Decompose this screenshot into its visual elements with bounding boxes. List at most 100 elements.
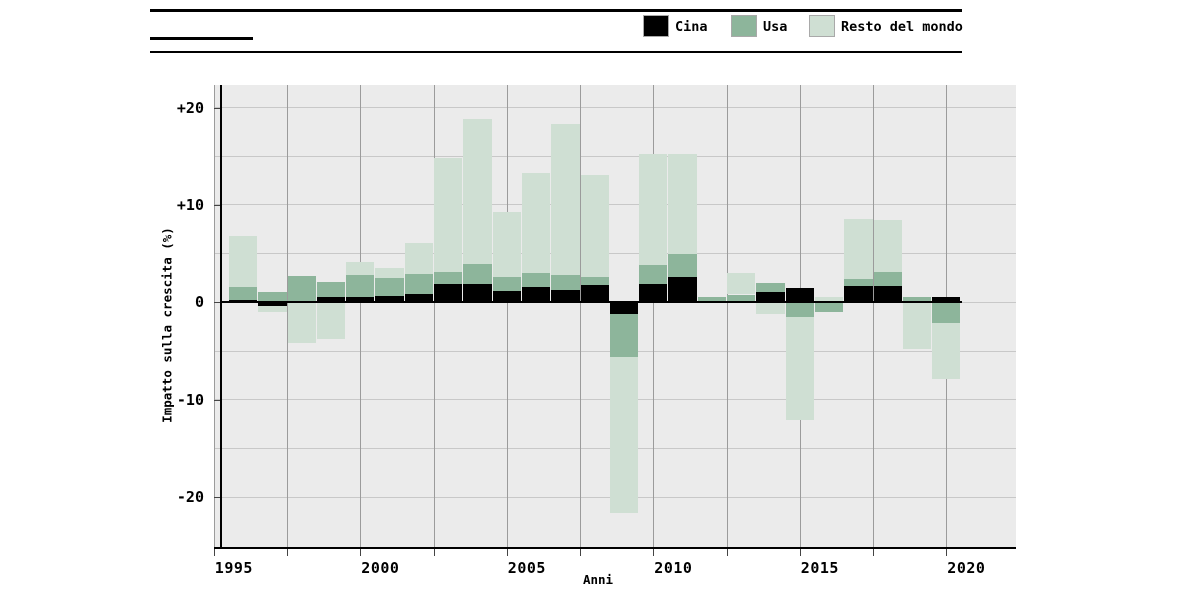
bar-segment-resto-del-mondo: [932, 322, 961, 380]
legend-label-usa: Usa: [763, 19, 788, 35]
zero-baseline: [221, 301, 962, 304]
bar-segment-resto-del-mondo: [668, 153, 697, 255]
bar-segment-cina: [873, 285, 902, 303]
legend-swatch-resto-del-mondo: [809, 15, 835, 37]
bar-segment-usa: [521, 273, 551, 287]
x-tick: [726, 549, 728, 556]
bar-segment-resto-del-mondo: [258, 306, 287, 312]
x-tick: [506, 549, 508, 556]
bar-segment-usa: [932, 302, 961, 323]
bar-segment-usa: [492, 276, 521, 291]
bar-segment-cina: [932, 296, 961, 303]
x-tick-label: 2000: [361, 559, 400, 577]
bar-segment-resto-del-mondo: [375, 268, 404, 279]
bar-segment-resto-del-mondo: [785, 316, 814, 421]
bar-segment-resto-del-mondo: [228, 236, 258, 287]
bar-segment-usa: [463, 264, 492, 284]
legend: Cina Usa Resto del mondo: [0, 0, 1200, 60]
bar-segment-resto-del-mondo: [580, 175, 609, 277]
bar-segment-cina: [551, 289, 580, 303]
bar-segment-usa: [814, 302, 844, 313]
bar-segment-resto-del-mondo: [404, 242, 434, 275]
plot-area: 1995 2000 2005 2010 2015 2020 +20 +10 0 -10 -20: [177, 85, 1016, 577]
bar-segment-resto-del-mondo: [639, 153, 668, 265]
bar-segment-cina: [346, 296, 375, 303]
y-tick-label: 0: [194, 293, 204, 312]
bar-segment-cina: [844, 285, 873, 303]
bar-segment-usa: [727, 294, 756, 301]
x-tick: [214, 549, 215, 556]
gridline-vertical: [433, 85, 435, 548]
bar-segment-cina: [521, 286, 551, 303]
bar-segment-usa: [316, 281, 346, 298]
bar-segment-resto-del-mondo: [902, 302, 932, 350]
bar-segment-resto-del-mondo: [316, 302, 346, 340]
bar-segment-usa: [639, 264, 668, 284]
bar-segment-resto-del-mondo: [492, 211, 521, 277]
bar-segment-cina: [756, 292, 785, 303]
bar-segment-cina: [434, 283, 463, 303]
bar-segment-resto-del-mondo: [287, 302, 316, 344]
x-tick-label: 2020: [947, 559, 986, 577]
bar-segment-cina: [375, 295, 404, 303]
gridline-horizontal: [214, 204, 1016, 206]
bar-segment-cina: [258, 302, 287, 307]
legend-swatch-usa: [731, 15, 757, 37]
y-tick-label: -20: [176, 488, 204, 507]
legend-label-resto-del-mondo: Resto del mondo: [841, 19, 963, 35]
x-tick: [946, 549, 948, 556]
bar-segment-resto-del-mondo: [727, 272, 756, 295]
bar-segment-resto-del-mondo: [521, 172, 551, 274]
gridline-horizontal: [214, 253, 1016, 255]
gridline-vertical: [726, 85, 728, 548]
y-axis-title: Impatto sulla crescita (%): [159, 227, 175, 423]
legend-label-cina: Cina: [675, 19, 708, 35]
x-tick-label: 2005: [507, 559, 546, 577]
bar-segment-cina: [609, 302, 639, 314]
x-tick-label: 2015: [800, 559, 839, 577]
x-axis-title: Anni: [582, 572, 614, 587]
bar-segment-resto-del-mondo: [434, 158, 463, 273]
gridline-vertical: [653, 85, 655, 548]
bar-segment-usa: [785, 302, 814, 317]
legend-bottom-rule: [150, 51, 962, 53]
bar-segment-cina: [492, 290, 521, 303]
gridline-vertical: [360, 85, 362, 548]
bar-segment-usa: [258, 291, 287, 303]
gridline-vertical: [214, 85, 215, 548]
y-tick: [214, 302, 220, 304]
bar-segment-usa: [844, 278, 873, 286]
bar-segment-usa: [580, 276, 609, 285]
bar-segment-resto-del-mondo: [873, 219, 902, 272]
x-tick: [653, 549, 655, 556]
y-tick: [214, 497, 220, 499]
x-tick-label: 2010: [654, 559, 693, 577]
gridline-horizontal: [214, 155, 1016, 157]
y-axis-line: [220, 85, 222, 549]
x-tick-label: 1995: [214, 559, 253, 577]
x-tick: [287, 549, 289, 556]
header-sub-dash: [150, 37, 253, 40]
bar-segment-resto-del-mondo: [814, 297, 844, 302]
y-tick: [214, 107, 220, 109]
bar-segment-usa: [287, 276, 316, 302]
bar-segment-usa: [434, 272, 463, 284]
bar-segment-resto-del-mondo: [346, 261, 375, 276]
x-tick: [799, 549, 801, 556]
bar-segment-resto-del-mondo: [609, 356, 639, 513]
bar-segment-cina: [580, 284, 609, 303]
bar-segment-cina: [463, 283, 492, 303]
bar-segment-usa: [609, 313, 639, 357]
gridline-vertical: [506, 85, 508, 548]
bar-segment-usa: [902, 297, 932, 302]
x-tick: [360, 549, 362, 556]
gridline-vertical: [873, 85, 875, 548]
bar-segment-cina: [668, 276, 697, 303]
bar-segment-usa: [228, 286, 258, 300]
bar-segment-usa: [873, 271, 902, 286]
bar-segment-cina: [404, 293, 434, 303]
y-tick-label: -10: [176, 390, 204, 409]
bar-segment-resto-del-mondo: [844, 218, 873, 279]
bar-segment-cina: [639, 283, 668, 303]
x-tick: [580, 549, 582, 556]
